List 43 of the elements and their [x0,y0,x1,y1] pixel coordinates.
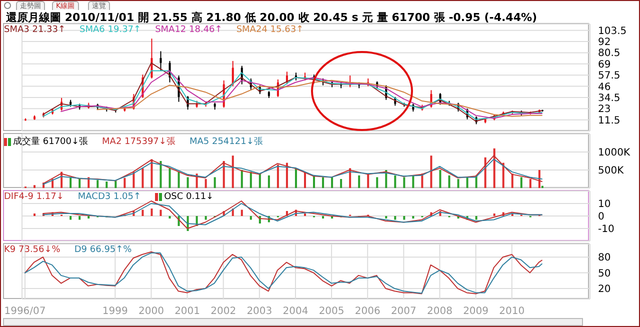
text: MA5 254121↓張 [189,136,263,148]
x-tick-label: 2007 [390,306,416,318]
x-tick-label: 2009 [463,306,489,318]
x-tick-label: 2005 [318,306,344,318]
y-tick-label: 1000K [598,148,630,159]
series-label: DIF4-9 1.17↓ [4,192,64,202]
y-tick-label: 69 [598,59,611,70]
y-tick-label: 92 [598,37,611,48]
x-tick-label: 2002 [210,306,236,318]
y-tick-label: 50 [598,268,611,280]
x-tick-label: 2010 [499,306,525,318]
series-label: MACD3 1.05↑ [78,192,142,202]
y-tick-label: 0 [598,212,604,223]
text: SMA6 19.37↑ [80,25,142,35]
y-tick-label: -10 [598,224,614,236]
x-tick-label: 2000 [138,306,164,318]
series-label: K9 73.56↓% [4,245,60,255]
y-tick-label: 500K [598,166,624,177]
y-tick-label: 103.5 [598,26,627,37]
y-tick-label: 34.5 [598,92,620,104]
x-tick-label: 1996/07 [4,306,46,318]
text: SMA24 15.63↑ [236,25,304,35]
y-tick-label: 57.5 [598,70,620,82]
y-tick-label: 80 [598,252,611,264]
text: SMA12 18.46↑ [155,25,222,35]
x-tick-label: 2003 [246,306,272,318]
y-tick-label: 46 [598,82,611,93]
text: MA2 175397↓張 [102,136,176,148]
chart-title: 還原月線圖 2010/11/01 開 21.55 高 21.80 低 20.00 收 20.45 s 元 量 61700 張 -0.95 (-4.44%) [6,10,538,25]
y-tick-label: 80.5 [598,48,620,60]
y-tick-label: 11.5 [598,115,620,126]
x-tick-label: 2004 [282,306,308,318]
y-tick-label: 10 [598,199,611,210]
legend-label: OSC 0.11↓ [163,192,214,202]
series-label: D9 66.95↑% [74,245,132,255]
x-tick-label: 2006 [354,306,380,318]
x-tick-label: 2008 [427,306,452,318]
text: SMA3 21.33↑ [4,25,66,35]
x-tick-label: 2001 [174,306,200,318]
y-tick-label: 23 [598,104,611,116]
x-tick-label: 1999 [102,306,128,318]
legend-label: 成交量 61700↓張 [12,136,88,148]
y-tick-label: 20 [598,284,611,296]
